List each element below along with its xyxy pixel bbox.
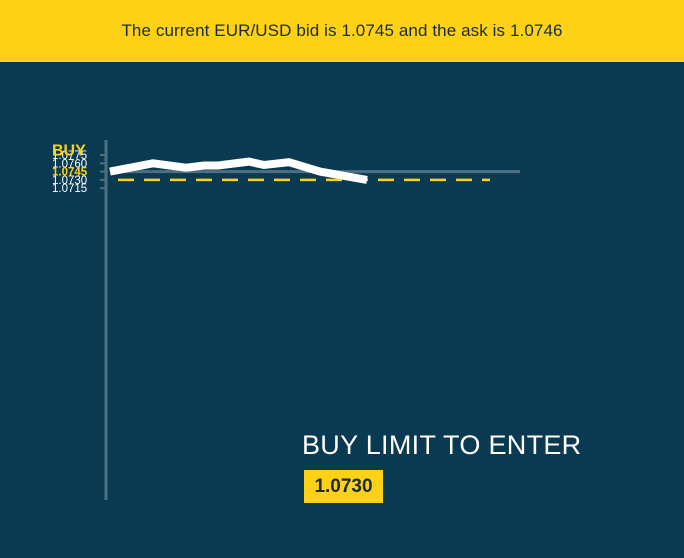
price-line-series <box>109 157 368 184</box>
buy-level-label: BUY <box>52 143 86 160</box>
y-tick-label: 1.0730 <box>52 175 87 187</box>
y-tick-label: 1.0745 <box>52 167 88 179</box>
y-tick-label: 1.0775 <box>52 150 87 162</box>
y-tick-label: 1.0760 <box>52 158 87 170</box>
info-banner: The current EUR/USD bid is 1.0745 and th… <box>0 0 684 62</box>
buy-limit-price-badge: 1.0730 <box>304 470 383 503</box>
buy-limit-label: BUY LIMIT TO ENTER <box>302 430 582 460</box>
y-tick-label: 1.0715 <box>52 183 87 195</box>
banner-text: The current EUR/USD bid is 1.0745 and th… <box>121 21 563 40</box>
